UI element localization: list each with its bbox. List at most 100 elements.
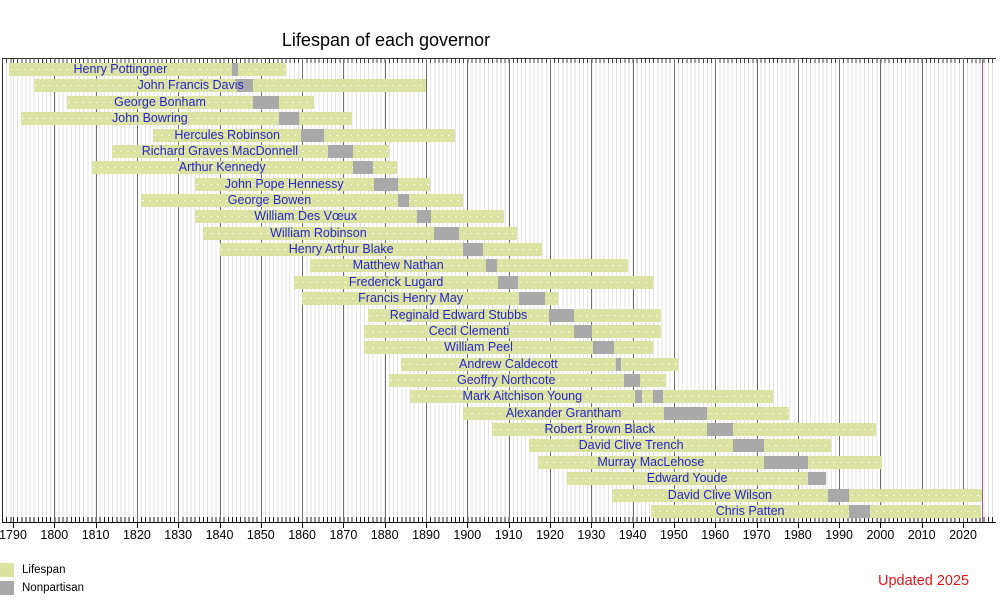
updated-note: Updated 2025 [878, 573, 970, 589]
term-segment [573, 324, 592, 338]
lifespan-bar [364, 341, 654, 355]
governor-name-label: George Bonham [114, 94, 206, 109]
axis-major-tick [260, 523, 262, 528]
governor-name-label: Reginald Edward Stubbs [389, 307, 528, 322]
decade-gridline [673, 58, 675, 522]
decade-gridline [95, 58, 97, 522]
governor-name-label: Cecil Clementi [428, 323, 510, 338]
lifespan-bar [492, 423, 877, 437]
term-segment [373, 177, 398, 191]
decade-gridline [550, 58, 551, 522]
governor-name-label: Edward Youde [646, 471, 728, 486]
term-segment [623, 374, 640, 387]
lifespan-bar [194, 177, 431, 191]
lifespan-bar [388, 374, 666, 387]
decade-gridline [963, 58, 964, 522]
term-segment [498, 275, 518, 289]
axis-major-tick [95, 523, 97, 528]
term-segment [764, 455, 808, 469]
axis-major-tick [797, 523, 799, 528]
decade-gridline [632, 58, 634, 522]
lifespan-bar [537, 455, 883, 469]
term-segment [352, 161, 374, 175]
axis-tick-label: 1900 [453, 528, 482, 542]
axis-major-tick [343, 523, 345, 528]
lifespan-bar [364, 324, 662, 338]
axis-tick-label: 1970 [742, 528, 771, 542]
term-segment [707, 423, 733, 437]
lifespan-bar [112, 144, 389, 158]
axis-tick-label: 1800 [40, 528, 69, 542]
axis-major-tick [880, 523, 882, 528]
chart-title: Lifespan of each governor [281, 30, 491, 50]
term-segment [416, 210, 432, 224]
legend-label-lifespan: Lifespan [22, 564, 66, 576]
top-minor-ticks [2, 58, 996, 63]
lifespan-bar [401, 357, 678, 371]
governor-name-label: David Clive Trench [578, 438, 684, 453]
axis-tick-label: 1880 [370, 528, 399, 542]
lifespan-bar [611, 488, 982, 502]
lifespan-bar [33, 79, 427, 93]
governor-name-label: Andrew Caldecott [459, 356, 558, 371]
governor-name-label: Alexander Grantham [505, 405, 622, 420]
axis-tick-label: 1870 [329, 528, 358, 542]
decade-gridline [839, 58, 841, 522]
governor-name-label: Matthew Nathan [352, 258, 444, 273]
lifespan-bar [293, 275, 654, 289]
axis-major-tick [963, 523, 964, 528]
axis-tick-label: 1810 [81, 528, 110, 542]
lifespan-bar [219, 243, 542, 256]
term-segment [398, 193, 410, 207]
axis-tick-label: 1910 [494, 528, 523, 542]
governor-name-label: Henry Arthur Blake [288, 242, 394, 256]
term-segment [231, 63, 238, 76]
term-segment [237, 79, 254, 93]
axis-major-tick [673, 523, 675, 528]
lifespan-bar [463, 406, 790, 420]
term-segment [462, 243, 484, 256]
axis-major-tick [219, 523, 221, 528]
axis-tick-label: 1830 [164, 528, 193, 542]
term-segment [278, 112, 300, 126]
governor-name-label: Richard Graves MacDonnell [141, 143, 299, 158]
governor-name-label: John Pope Hennessy [224, 176, 344, 191]
axis-tick-label: 1990 [825, 528, 853, 542]
lifespan-bar [21, 112, 352, 126]
axis-tick-label: 1950 [659, 528, 688, 542]
governor-name-label: Arthur Kennedy [178, 160, 266, 175]
governor-name-label: John Francis Davis [137, 78, 244, 93]
decade-gridline [715, 58, 717, 522]
legend-swatch-lifespan [0, 563, 14, 577]
lifespan-bar [302, 292, 559, 306]
axis-tick-label: 1840 [205, 528, 234, 542]
governor-name-label: William Peel [444, 340, 513, 355]
axis-major-tick [508, 523, 510, 528]
governor-name-label: Chris Patten [715, 503, 785, 518]
axis-major-tick [921, 523, 923, 528]
term-segment [327, 144, 353, 158]
decade-gridline [136, 58, 138, 522]
axis-tick-label: 1820 [122, 528, 151, 542]
term-segment [548, 308, 574, 322]
axis-tick-label: 1920 [536, 528, 564, 542]
governor-name-label: William Des Vœux [254, 209, 357, 224]
axis-major-tick [136, 523, 138, 528]
axis-major-tick [467, 523, 469, 528]
lifespan-bar [409, 390, 773, 404]
governor-name-label: Mark Aitchison Young [462, 389, 583, 404]
axis-major-tick [715, 523, 717, 528]
lifespan-bar [566, 472, 827, 486]
axis-major-tick [426, 523, 427, 528]
plot-left-border [2, 58, 3, 522]
term-segment [253, 95, 279, 109]
decade-gridline [219, 58, 221, 522]
axis-tick-label: 1980 [783, 528, 812, 542]
axis-major-tick [54, 523, 56, 528]
term-segment [827, 488, 850, 502]
lifespan-bar [141, 193, 464, 207]
term-segment [519, 292, 545, 306]
decade-gridline [508, 58, 510, 522]
lifespan-bar [8, 63, 286, 76]
axis-tick-label: 1850 [246, 528, 275, 542]
